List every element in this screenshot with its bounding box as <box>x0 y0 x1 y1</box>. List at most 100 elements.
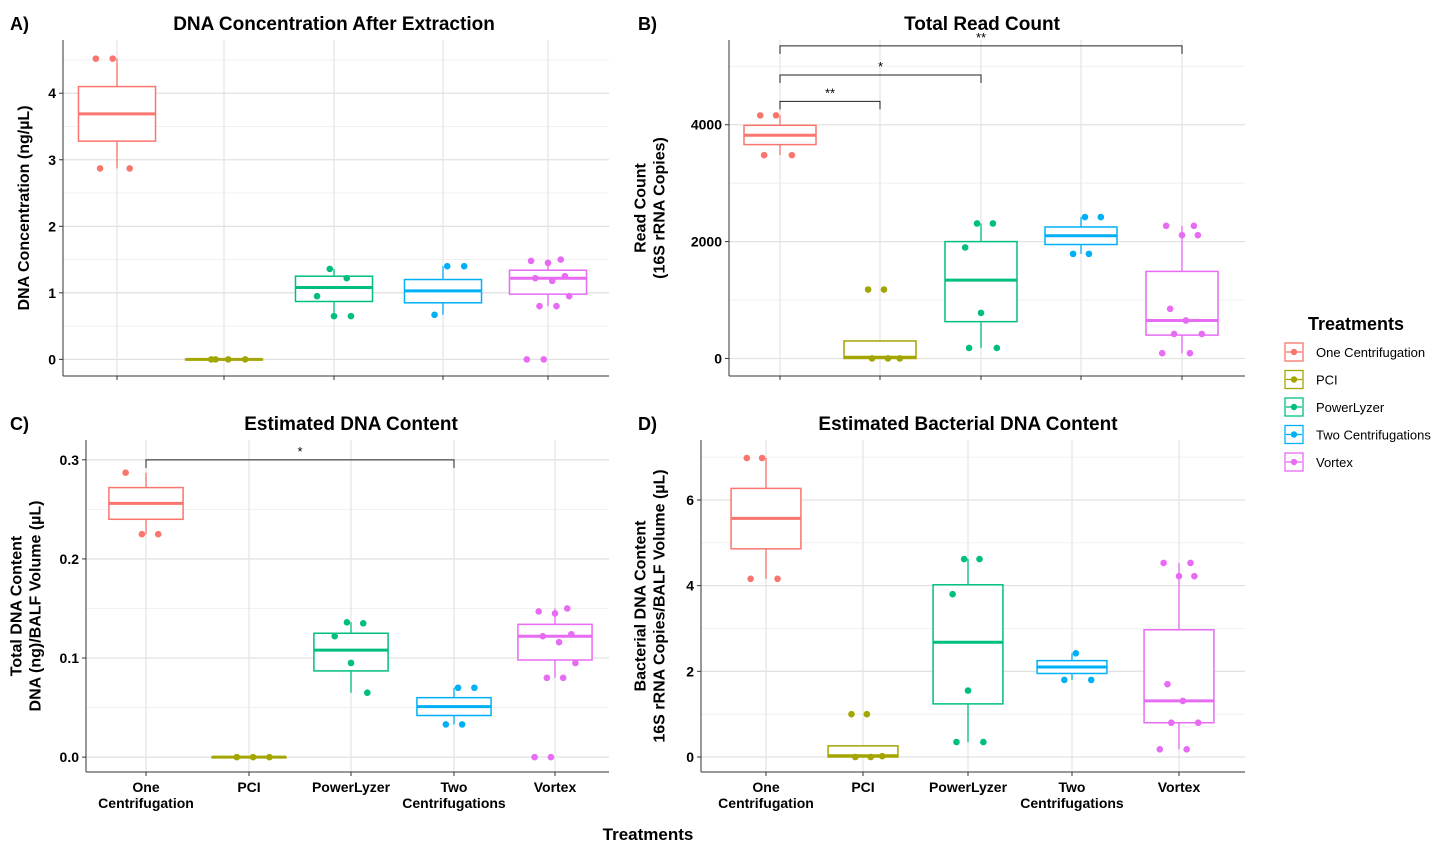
data-point <box>547 753 555 761</box>
data-point <box>126 165 134 172</box>
data-point <box>561 272 569 280</box>
panel-letter: C) <box>10 414 29 434</box>
data-point <box>1179 697 1187 705</box>
y-tick-label: 0.3 <box>60 452 80 468</box>
box-4 <box>1145 222 1219 357</box>
data-point <box>953 738 960 746</box>
x-tick-label-line: PCI <box>237 779 260 795</box>
bracket-line <box>779 74 982 84</box>
data-point <box>330 312 338 320</box>
data-point <box>326 265 334 273</box>
panel-letter: D) <box>638 414 657 434</box>
data-point <box>864 286 872 293</box>
data-point <box>154 530 162 538</box>
x-tick-label: Two Centrifugations <box>402 779 506 811</box>
x-tick-label-line: PCI <box>851 779 874 795</box>
x-tick-label: Vortex <box>1158 779 1201 795</box>
y-tick-label: 0.1 <box>60 650 80 666</box>
panel-letter: B) <box>638 14 657 34</box>
y-axis-title: (16S rRNA Copies) <box>652 137 669 279</box>
x-tick-label: Vortex <box>534 779 577 795</box>
data-point <box>266 753 273 761</box>
data-point <box>539 632 547 640</box>
data-point <box>989 220 997 227</box>
x-tick-label-line: Centrifugations <box>1020 795 1124 811</box>
box-3 <box>1036 650 1108 684</box>
significance-bracket: * <box>145 444 455 468</box>
box-3 <box>416 684 492 728</box>
legend-key-point <box>1290 431 1298 438</box>
x-tick-label-line: Centrifugation <box>718 795 814 811</box>
data-point <box>1194 231 1202 239</box>
y-axis-title: DNA Concentration (ng/µL) <box>16 105 33 310</box>
box-0 <box>730 454 802 583</box>
data-point <box>896 355 904 362</box>
data-point <box>760 151 768 159</box>
data-point <box>454 684 462 692</box>
y-tick-label: 4000 <box>691 117 722 133</box>
y-tick-label: 1 <box>48 285 56 301</box>
legend-key-point <box>1290 403 1298 411</box>
data-point <box>1061 676 1068 684</box>
x-tick-label: One Centrifugation <box>718 779 814 811</box>
data-point <box>964 687 972 694</box>
box-0 <box>77 55 157 172</box>
panel-title: Estimated DNA Content <box>244 414 458 435</box>
data-point <box>347 659 355 667</box>
data-point <box>443 262 451 270</box>
data-point <box>458 721 466 728</box>
bracket-line <box>145 459 455 468</box>
data-point <box>233 753 241 761</box>
legend-label: One Centrifugation <box>1316 345 1425 360</box>
panel-letter: A) <box>10 14 29 34</box>
legend-label: Vortex <box>1316 455 1353 470</box>
box-body <box>1143 629 1215 724</box>
significance-label: ** <box>976 30 986 45</box>
y-axis-title: 16S rRNA Copies/BALF Volume (µL) <box>652 469 669 742</box>
bracket-line <box>779 45 1183 54</box>
x-tick-label: Two Centrifugations <box>1020 779 1124 811</box>
data-point <box>976 555 983 563</box>
data-point <box>460 262 468 270</box>
data-point <box>863 710 871 718</box>
x-tick-label-line: Centrifugation <box>98 795 194 811</box>
data-point <box>1168 719 1175 727</box>
data-point <box>977 309 985 317</box>
legend-key-point <box>1290 458 1298 466</box>
box-body <box>1145 270 1219 336</box>
legend-label: Two Centrifugations <box>1316 428 1431 443</box>
data-point <box>92 55 100 62</box>
data-point <box>331 632 338 640</box>
data-point <box>980 738 987 746</box>
data-point <box>1160 559 1167 567</box>
significance-bracket: ** <box>779 85 881 110</box>
data-point <box>1162 222 1170 230</box>
legend-item: Vortex <box>1284 452 1353 472</box>
x-tick-label-line: Vortex <box>534 779 577 795</box>
data-point <box>1156 745 1164 753</box>
legend-item: PowerLyzer <box>1284 397 1385 417</box>
box-2 <box>932 555 1004 746</box>
data-point <box>343 619 351 626</box>
y-tick-label: 0 <box>714 350 722 366</box>
data-point <box>548 277 556 285</box>
data-point <box>774 575 781 583</box>
data-point <box>1097 213 1105 221</box>
data-point <box>878 752 886 760</box>
data-point <box>743 454 751 462</box>
data-point <box>543 674 551 682</box>
data-point <box>212 356 219 363</box>
box-1 <box>827 710 899 761</box>
data-point <box>973 220 981 227</box>
x-tick-label: PCI <box>237 779 260 795</box>
data-point <box>1175 572 1183 580</box>
panel-title: Total Read Count <box>904 14 1061 35</box>
legend-title: Treatments <box>1308 314 1404 334</box>
data-point <box>788 151 796 159</box>
data-point <box>880 286 888 293</box>
y-tick-label: 2000 <box>691 234 722 250</box>
data-point <box>568 630 575 638</box>
box-0 <box>743 112 817 159</box>
box-3 <box>403 262 483 319</box>
